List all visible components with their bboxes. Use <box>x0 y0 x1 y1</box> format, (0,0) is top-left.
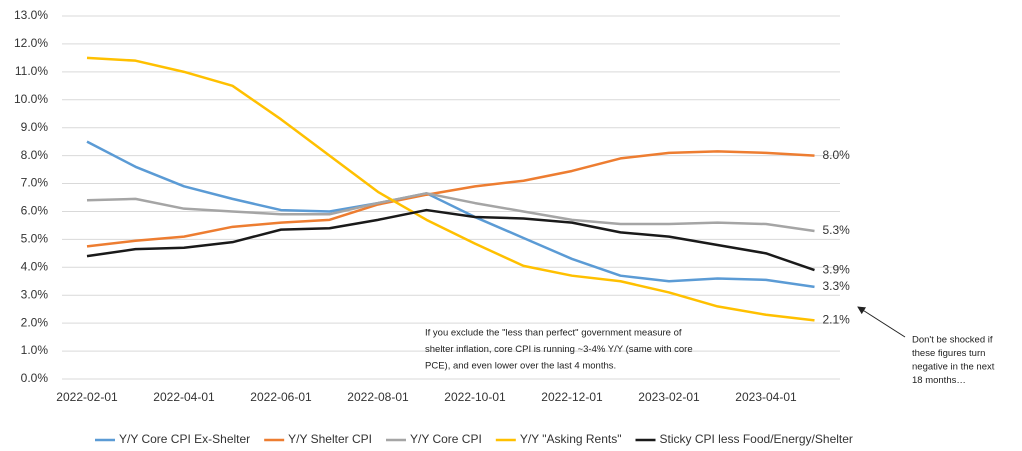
y-tick-label: 11.0% <box>15 64 48 78</box>
value-label: 3.9% <box>823 262 851 276</box>
x-tick-label: 2022-12-01 <box>541 390 603 404</box>
annotation-text: If you exclude the "less than perfect" g… <box>425 328 682 339</box>
y-tick-label: 3.0% <box>21 287 49 301</box>
legend-label: Sticky CPI less Food/Energy/Shelter <box>660 432 853 446</box>
annotation-text: shelter inflation, core CPI is running ~… <box>425 344 693 355</box>
note-arrow <box>857 306 906 338</box>
x-tick-label: 2022-10-01 <box>444 390 506 404</box>
value-label: 5.3% <box>823 223 851 237</box>
y-tick-label: 12.0% <box>14 36 48 50</box>
series-line <box>86 140 815 289</box>
x-tick-label: 2022-06-01 <box>250 390 312 404</box>
y-tick-label: 1.0% <box>21 343 49 357</box>
annotation-text: PCE), and even lower over the last 4 mon… <box>425 361 616 372</box>
series-line <box>86 192 815 233</box>
y-tick-label: 0.0% <box>21 371 49 385</box>
y-tick-label: 4.0% <box>21 259 49 273</box>
x-tick-label: 2022-08-01 <box>347 390 409 404</box>
y-tick-label: 8.0% <box>21 148 49 162</box>
x-tick-label: 2022-04-01 <box>153 390 215 404</box>
series-line <box>86 208 815 272</box>
annotation-text: 18 months… <box>912 375 966 386</box>
series-line <box>86 56 815 322</box>
legend-label: Y/Y "Asking Rents" <box>520 432 622 446</box>
y-tick-label: 7.0% <box>21 176 49 190</box>
series-line <box>86 150 815 248</box>
legend-label: Y/Y Shelter CPI <box>288 432 372 446</box>
y-tick-label: 10.0% <box>14 92 48 106</box>
annotation-text: negative in the next <box>912 362 995 373</box>
y-tick-label: 6.0% <box>21 204 49 218</box>
x-tick-label: 2022-02-01 <box>56 390 118 404</box>
annotation-text: these figures turn <box>912 348 985 359</box>
x-tick-label: 2023-04-01 <box>735 390 797 404</box>
value-label: 2.1% <box>823 313 851 327</box>
y-tick-label: 5.0% <box>21 232 49 246</box>
y-tick-label: 9.0% <box>21 120 49 134</box>
y-tick-label: 2.0% <box>21 315 49 329</box>
y-tick-label: 13.0% <box>14 8 48 22</box>
value-label: 3.3% <box>823 279 851 293</box>
x-tick-label: 2023-02-01 <box>638 390 700 404</box>
annotation-text: Don't be shocked if <box>912 335 993 346</box>
legend-label: Y/Y Core CPI Ex-Shelter <box>119 432 250 446</box>
value-label: 8.0% <box>823 148 851 162</box>
legend-label: Y/Y Core CPI <box>410 432 482 446</box>
